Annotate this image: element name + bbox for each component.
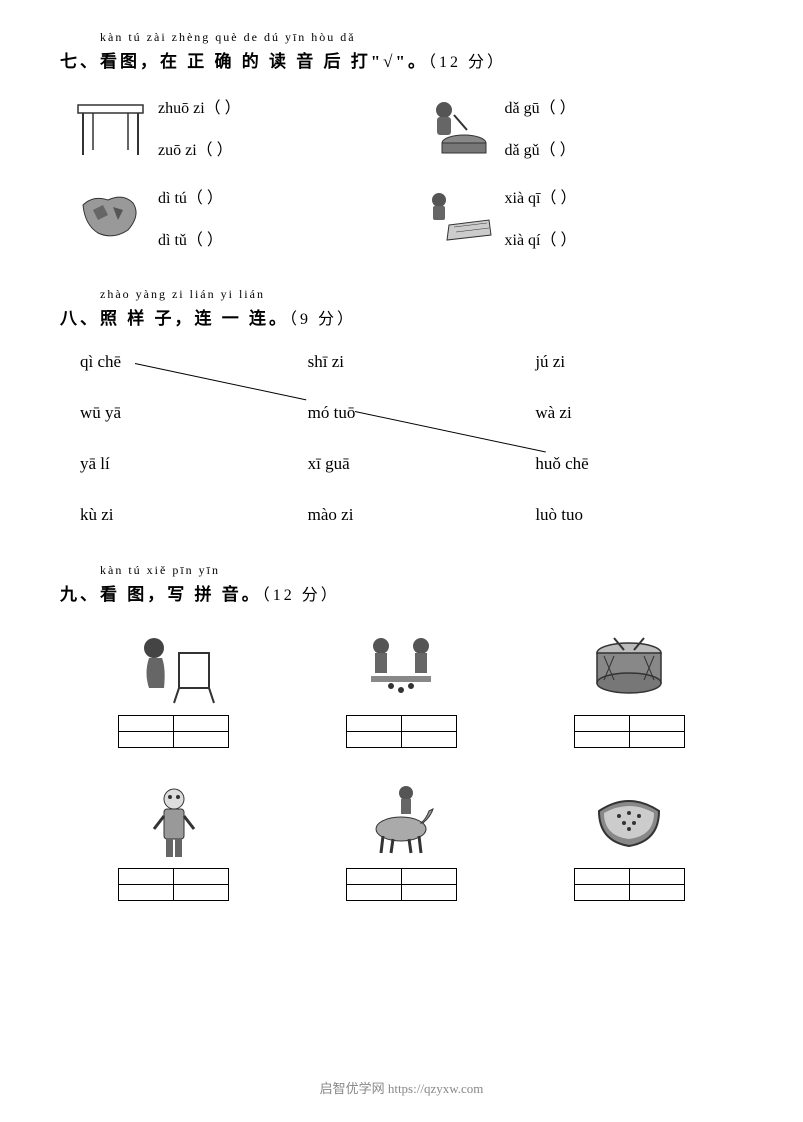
q9-item (535, 778, 723, 901)
answer-grid[interactable] (346, 868, 457, 901)
q8-word[interactable]: jú zi (535, 349, 723, 375)
chess-icon (417, 182, 497, 252)
q8-word[interactable]: xī guā (308, 451, 496, 477)
section-7-grid: zhuō zi（ ） zuō zi（ ） dǎ gū（ ） dǎ gǔ（ ） (60, 92, 743, 252)
drum-icon (574, 625, 684, 710)
q8-word[interactable]: kù zi (80, 502, 268, 528)
q8-word[interactable]: shī zi (308, 349, 496, 375)
painting-icon (119, 625, 229, 710)
horse-icon (346, 778, 456, 863)
section-8-points: （9 分） (289, 311, 356, 328)
q8-word[interactable]: wū yā (80, 400, 268, 426)
section-8-pinyin: zhào yàng zi lián yi lián (100, 287, 743, 302)
section-8-title: 八、照 样 子，连 一 连。（9 分） (60, 304, 743, 329)
section-9-pinyin: kàn tú xiě pīn yīn (100, 563, 743, 578)
section-8-header: zhào yàng zi lián yi lián 八、照 样 子，连 一 连。… (60, 287, 743, 329)
section-9-points: （12 分） (262, 587, 340, 604)
q9-item (308, 778, 496, 901)
section-9-title: 九、看 图，写 拼 音。（12 分） (60, 580, 743, 605)
section-7-header: kàn tú zài zhèng què de dú yīn hòu dǎ 七、… (60, 30, 743, 72)
section-7-pinyin: kàn tú zài zhèng què de dú yīn hòu dǎ (100, 30, 743, 45)
q8-word[interactable]: huǒ chē (535, 451, 723, 477)
answer-grid[interactable] (118, 715, 229, 748)
section-9-title-text: 九、看 图，写 拼 音。 (60, 585, 262, 604)
q7-item: dǎ gū（ ） dǎ gǔ（ ） (417, 92, 734, 162)
section-9-grid (60, 625, 743, 901)
q8-word[interactable]: luò tuo (535, 502, 723, 528)
section-9-header: kàn tú xiě pīn yīn 九、看 图，写 拼 音。（12 分） (60, 563, 743, 605)
q7-item: dì tú（ ） dì tǔ（ ） (70, 182, 387, 252)
q7-options: xià qī（ ） xià qí（ ） (505, 184, 577, 250)
grandpa-icon (119, 778, 229, 863)
q9-item (80, 778, 268, 901)
q7-item: xià qī（ ） xià qí（ ） (417, 182, 734, 252)
table-icon (70, 92, 150, 162)
q7-option-text[interactable]: zuō zi（ ） (158, 136, 241, 160)
section-7-points: （12 分） (428, 54, 506, 71)
q8-word[interactable]: yā lí (80, 451, 268, 477)
footer-text: 启智优学网 https://qzyxw.com (320, 1078, 484, 1097)
section-8-title-text: 八、照 样 子，连 一 连。 (60, 309, 289, 328)
answer-grid[interactable] (574, 715, 685, 748)
map-icon (70, 182, 150, 252)
answer-grid[interactable] (118, 868, 229, 901)
q7-option-text[interactable]: dǎ gǔ（ ） (505, 136, 576, 160)
section-7-title: 七、看图，在 正 确 的 读 音 后 打"√"。（12 分） (60, 47, 743, 72)
section-7-title-text: 七、看图，在 正 确 的 读 音 后 打"√"。 (60, 52, 428, 71)
watermelon-icon (574, 778, 684, 863)
section-8-grid: qì chē shī zi jú zi wū yā mó tuō wà zi y… (60, 349, 743, 528)
q9-item (80, 625, 268, 748)
q9-item (535, 625, 723, 748)
q7-options: zhuō zi（ ） zuō zi（ ） (158, 94, 241, 160)
answer-grid[interactable] (574, 868, 685, 901)
q7-item: zhuō zi（ ） zuō zi（ ） (70, 92, 387, 162)
q7-options: dì tú（ ） dì tǔ（ ） (158, 184, 223, 250)
q7-option-text[interactable]: dǎ gū（ ） (505, 94, 576, 118)
drum-play-icon (417, 92, 497, 162)
q7-options: dǎ gū（ ） dǎ gǔ（ ） (505, 94, 576, 160)
q9-item (308, 625, 496, 748)
playing-icon (346, 625, 456, 710)
q8-word[interactable]: wà zi (535, 400, 723, 426)
q7-option-text[interactable]: xià qī（ ） (505, 184, 577, 208)
answer-grid[interactable] (346, 715, 457, 748)
q7-option-text[interactable]: zhuō zi（ ） (158, 94, 241, 118)
q7-option-text[interactable]: xià qí（ ） (505, 226, 577, 250)
q8-word[interactable]: mào zi (308, 502, 496, 528)
q7-option-text[interactable]: dì tǔ（ ） (158, 226, 223, 250)
q7-option-text[interactable]: dì tú（ ） (158, 184, 223, 208)
